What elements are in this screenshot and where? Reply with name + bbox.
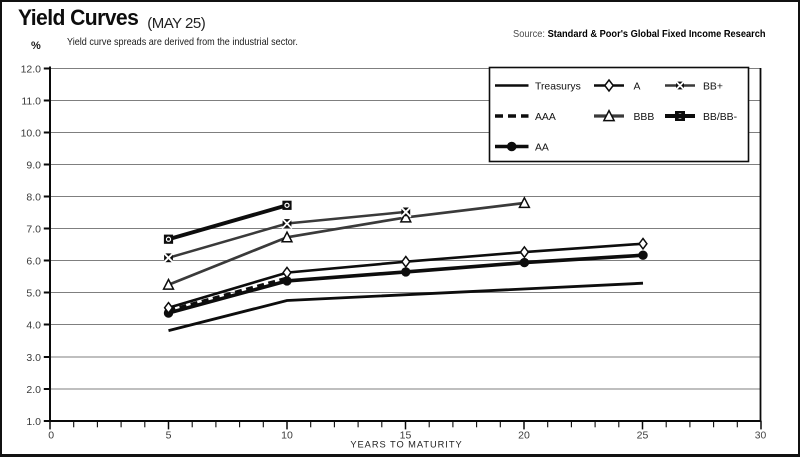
svg-text:6.0: 6.0 <box>26 255 41 267</box>
svg-text:0: 0 <box>48 430 54 442</box>
svg-text:A: A <box>634 82 641 93</box>
svg-text:Treasurys: Treasurys <box>535 82 581 93</box>
svg-text:BBB: BBB <box>634 112 655 123</box>
svg-text:11.0: 11.0 <box>21 95 41 107</box>
svg-text:12.0: 12.0 <box>21 63 42 75</box>
svg-text:AA: AA <box>535 143 549 154</box>
svg-text:15: 15 <box>400 430 412 442</box>
svg-text:AAA: AAA <box>535 112 556 123</box>
svg-text:3.0: 3.0 <box>26 352 41 364</box>
svg-text:BB+: BB+ <box>703 82 723 93</box>
svg-text:5.0: 5.0 <box>26 287 41 299</box>
svg-text:BB/BB-: BB/BB- <box>703 112 737 123</box>
svg-text:2.0: 2.0 <box>26 384 41 396</box>
svg-text:9.0: 9.0 <box>26 159 41 171</box>
svg-text:10.0: 10.0 <box>21 127 42 139</box>
svg-text:1.0: 1.0 <box>26 416 41 428</box>
svg-text:10: 10 <box>281 430 293 442</box>
svg-text:5: 5 <box>166 430 172 442</box>
svg-text:YEARS TO MATURITY: YEARS TO MATURITY <box>350 440 462 450</box>
svg-text:4.0: 4.0 <box>26 319 41 331</box>
svg-text:30: 30 <box>755 430 767 442</box>
svg-text:8.0: 8.0 <box>26 191 41 203</box>
svg-text:20: 20 <box>518 430 530 442</box>
svg-text:7.0: 7.0 <box>26 223 41 235</box>
svg-text:25: 25 <box>637 430 649 442</box>
